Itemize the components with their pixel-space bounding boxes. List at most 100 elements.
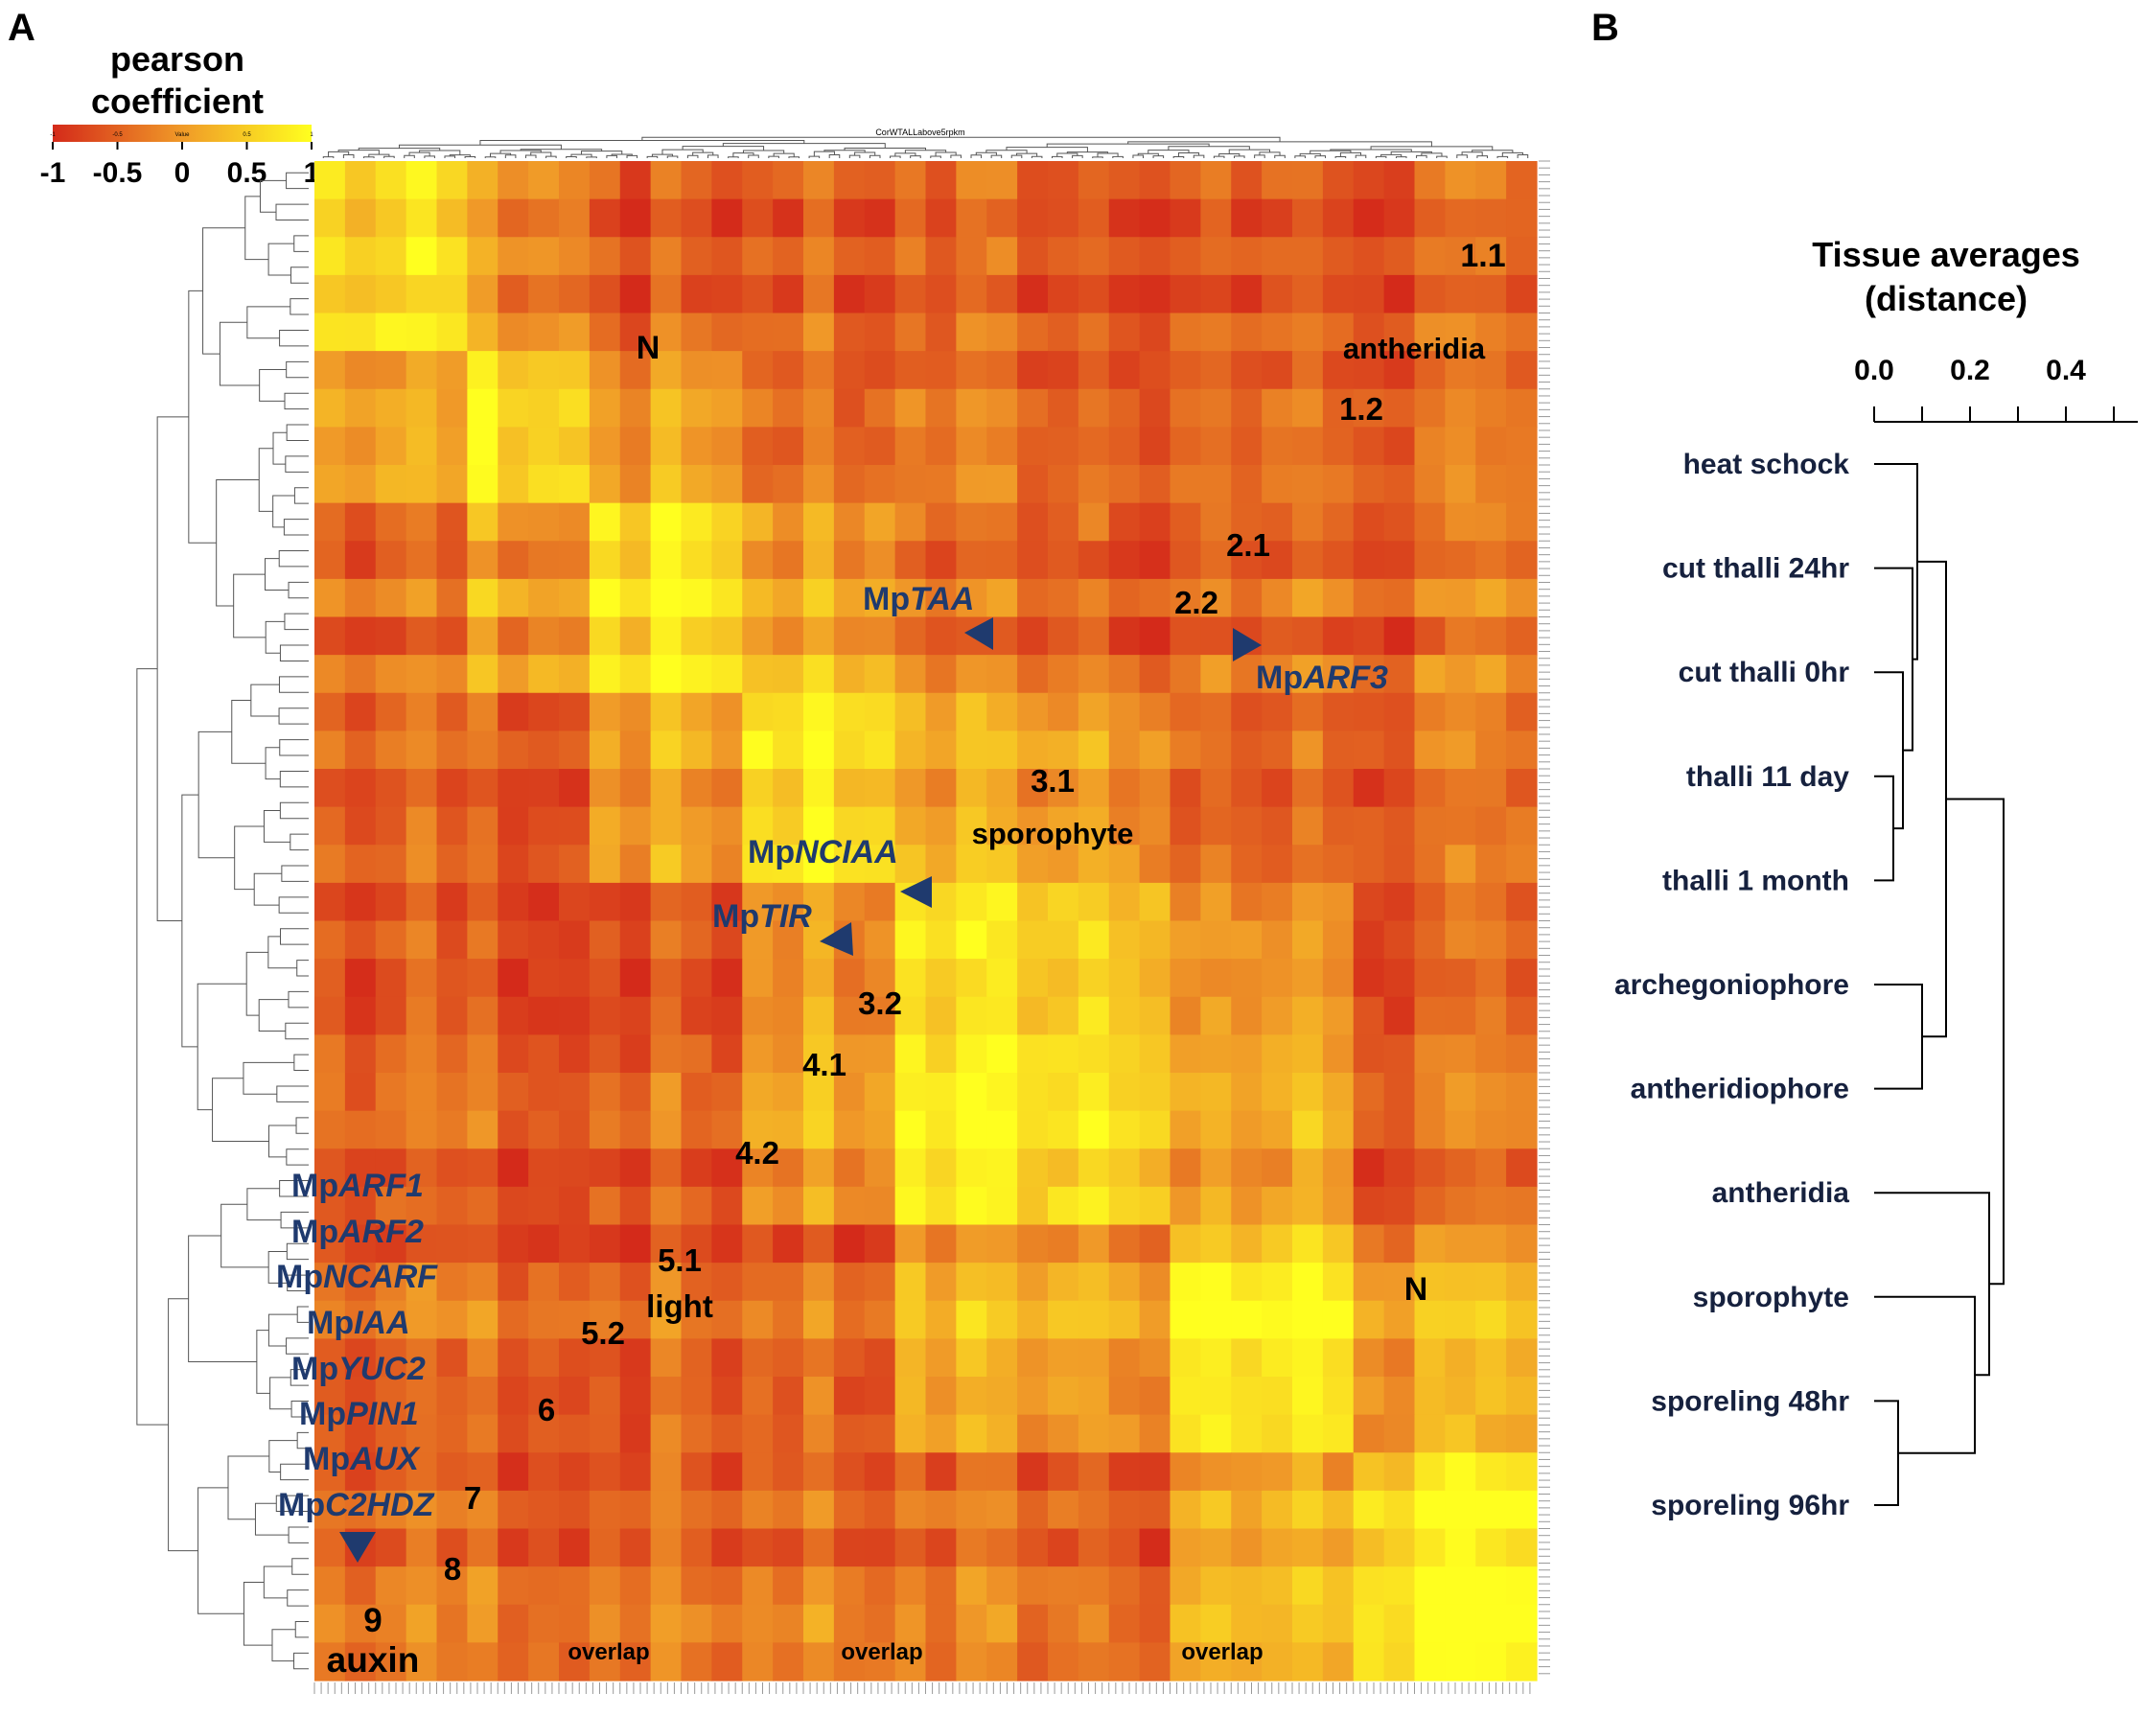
dendrogram-branch [1314,155,1327,158]
dendrogram-branch [732,152,754,157]
heatmap-cell [1170,502,1201,542]
heatmap-cell [498,274,529,314]
heatmap-cell [1475,1452,1507,1492]
heatmap-cell [1322,1642,1355,1681]
tissue-dendrogram-panel: Tissue averages (distance) 0.0 0.2 0.4 hea… [1614,235,2138,1521]
heatmap-cell [619,1034,652,1074]
heatmap-cell [1414,1186,1446,1226]
heatmap-cell [559,1642,591,1681]
heatmap-cell [1200,465,1232,504]
heatmap-cell [1475,313,1507,352]
heatmap-cell [1322,237,1355,276]
heatmap-cell [528,730,560,770]
dendrogram-branch [950,154,962,158]
heatmap-cell [1200,806,1232,846]
dendrogram-branch [156,416,189,921]
heatmap-cell [803,1073,835,1112]
heatmap-cell [467,1604,498,1643]
heatmap-cell [1108,1186,1141,1226]
heatmap-cell [375,1414,407,1453]
heatmap-cell [894,1073,927,1112]
heatmap-cell [589,1528,621,1567]
heatmap-cell [773,388,804,428]
heatmap-cell [1292,1148,1324,1188]
heatmap-cell [344,1300,377,1339]
heatmap-cell [986,1186,1018,1226]
heatmap-cell [956,692,987,731]
heatmap-cell [1322,161,1355,200]
heatmap-cell [1445,1073,1476,1112]
heatmap-cell [650,1377,683,1416]
heatmap-cell [864,655,896,694]
heatmap-cell [1445,1186,1476,1226]
heatmap-cell [833,769,866,808]
cluster-9-note-auxin: auxin [327,1640,420,1680]
heatmap-cell [1139,274,1171,314]
heatmap-cell [436,1073,468,1112]
heatmap-cell [1414,578,1446,618]
heatmap-cell [1414,198,1446,238]
dendrogram-branch [267,936,297,969]
heatmap-cell [1170,1414,1201,1453]
heatmap-cell [1200,1224,1232,1264]
heatmap-cell [467,237,498,276]
heatmap-cell [498,1148,529,1188]
tissue-tree-branch [1874,984,1923,1090]
heatmap-cell [742,1263,774,1302]
heatmap-cell [1017,351,1049,390]
heatmap-cell [314,616,346,656]
heatmap-cell [773,351,804,390]
heatmap-cell [833,616,866,656]
heatmap-cell [773,465,804,504]
heatmap-cell [681,692,712,731]
heatmap-cell [711,351,743,390]
heatmap-cell [1200,1073,1232,1112]
heatmap-cell [773,541,804,580]
heatmap-cell [1170,882,1201,922]
dendrogram-branch [276,1085,309,1102]
heatmap-cell [1200,692,1232,731]
heatmap-cell [681,578,712,618]
heatmap-cell [1139,161,1171,200]
heatmap-cell [436,959,468,998]
heatmap-cell [650,1528,683,1567]
heatmap-cell [742,1148,774,1188]
heatmap-cell [864,1642,896,1681]
dendrogram-branch [1031,155,1043,158]
dendrogram-branch [337,150,380,155]
heatmap-cell [619,1338,652,1378]
heatmap-cell [833,845,866,884]
heatmap-cell [1475,1528,1507,1567]
heatmap-cell [406,1528,438,1567]
dendrogram-branch [748,154,759,158]
dendrogram-branch [293,235,309,252]
heatmap-cell [1322,920,1355,960]
heatmap-cell [559,1452,591,1492]
dendrogram-branch [524,154,537,158]
dendrogram-branch [398,144,562,150]
heatmap-cell [314,237,346,276]
heatmap-cell [1445,920,1476,960]
heatmap-cell [803,730,835,770]
heatmap-cell [681,1263,712,1302]
heatmap-cell [1506,1604,1538,1643]
heatmap-cell [1048,1604,1079,1643]
heatmap-cell [864,465,896,504]
heatmap-cell [498,1452,529,1492]
heatmap-cell [528,806,560,846]
heatmap-cell [1200,655,1232,694]
heatmap-cell [1170,1566,1201,1606]
heatmap-cell [1292,730,1324,770]
heatmap-cell [742,845,774,884]
heatmap-cell [619,1263,652,1302]
heatmap-cell [864,920,896,960]
heatmap-cell [711,541,743,580]
cluster-8: 8 [444,1551,461,1587]
dendrogram-branch [1112,155,1124,158]
heatmap-cell [1262,959,1293,998]
heatmap-cell [1139,502,1171,542]
heatmap-cell [986,1642,1018,1681]
heatmap-cell [1353,541,1385,580]
heatmap-cell [1078,769,1110,808]
heatmap-cell [1200,1642,1232,1681]
